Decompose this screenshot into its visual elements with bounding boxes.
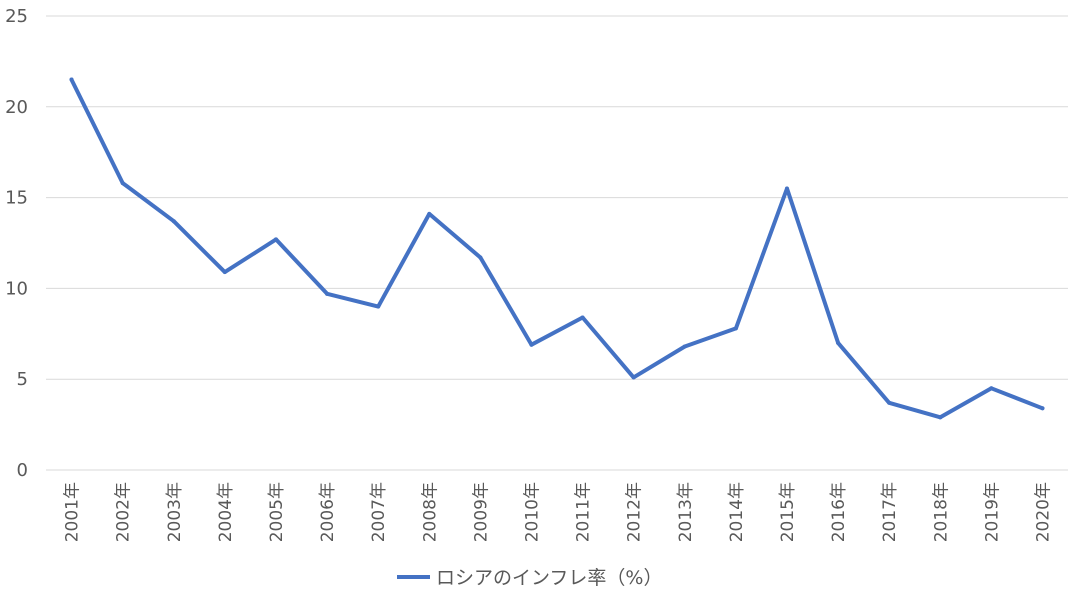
data-point: [529, 342, 534, 347]
data-point: [989, 386, 994, 391]
x-tick-label: 2020年: [1033, 482, 1053, 542]
y-tick-label: 5: [17, 369, 28, 390]
series-group: [69, 77, 1045, 420]
x-tick-label: 2009年: [471, 482, 491, 542]
data-point: [733, 326, 738, 331]
data-point: [69, 77, 74, 82]
x-tick-label: 2006年: [318, 482, 338, 542]
x-tick-label: 2002年: [114, 482, 134, 542]
gridlines: [46, 15, 1068, 471]
x-tick-label: 2003年: [165, 482, 185, 542]
x-tick-label: 2008年: [420, 482, 440, 542]
x-tick-label: 2014年: [727, 482, 747, 542]
data-point: [938, 415, 943, 420]
x-tick-label: 2015年: [778, 482, 798, 542]
legend-label: ロシアのインフレ率（%）: [436, 567, 662, 589]
data-point: [682, 344, 687, 349]
x-tick-label: 2010年: [522, 482, 542, 542]
x-tick-label: 2011年: [574, 482, 594, 542]
x-tick-label: 2001年: [63, 482, 83, 542]
legend: ロシアのインフレ率（%）: [397, 567, 662, 589]
data-point: [478, 255, 483, 260]
data-point: [222, 270, 227, 275]
x-tick-label: 2012年: [625, 482, 645, 542]
data-point: [171, 219, 176, 224]
data-point: [325, 291, 330, 296]
data-point: [427, 211, 432, 216]
x-tick-label: 2005年: [267, 482, 287, 542]
data-point: [273, 237, 278, 242]
x-tick-label: 2004年: [216, 482, 236, 542]
data-point: [376, 304, 381, 309]
x-tick-label: 2017年: [880, 482, 900, 542]
data-point: [120, 181, 125, 186]
x-tick-label: 2018年: [931, 482, 951, 542]
y-tick-label: 15: [5, 188, 28, 209]
series-line: [69, 77, 1045, 420]
y-tick-label: 20: [5, 97, 28, 118]
y-tick-label: 10: [5, 278, 28, 299]
data-point: [631, 375, 636, 380]
y-tick-label: 25: [5, 6, 28, 27]
x-tick-label: 2013年: [676, 482, 696, 542]
data-point: [784, 186, 789, 191]
x-tick-label: 2016年: [829, 482, 849, 542]
x-tick-label: 2007年: [369, 482, 389, 542]
data-point: [836, 340, 841, 345]
x-axis-tick-labels: 2001年 2002年 2003年 2004年 2005年 2006年 2007年 2008年…: [63, 482, 1054, 542]
x-tick-label: 2019年: [982, 482, 1002, 542]
data-point: [580, 315, 585, 320]
data-point: [1040, 406, 1045, 411]
y-axis-tick-labels: 0 5 10 15 20 25: [5, 6, 28, 481]
data-point: [887, 400, 892, 405]
y-tick-label: 0: [17, 460, 28, 481]
